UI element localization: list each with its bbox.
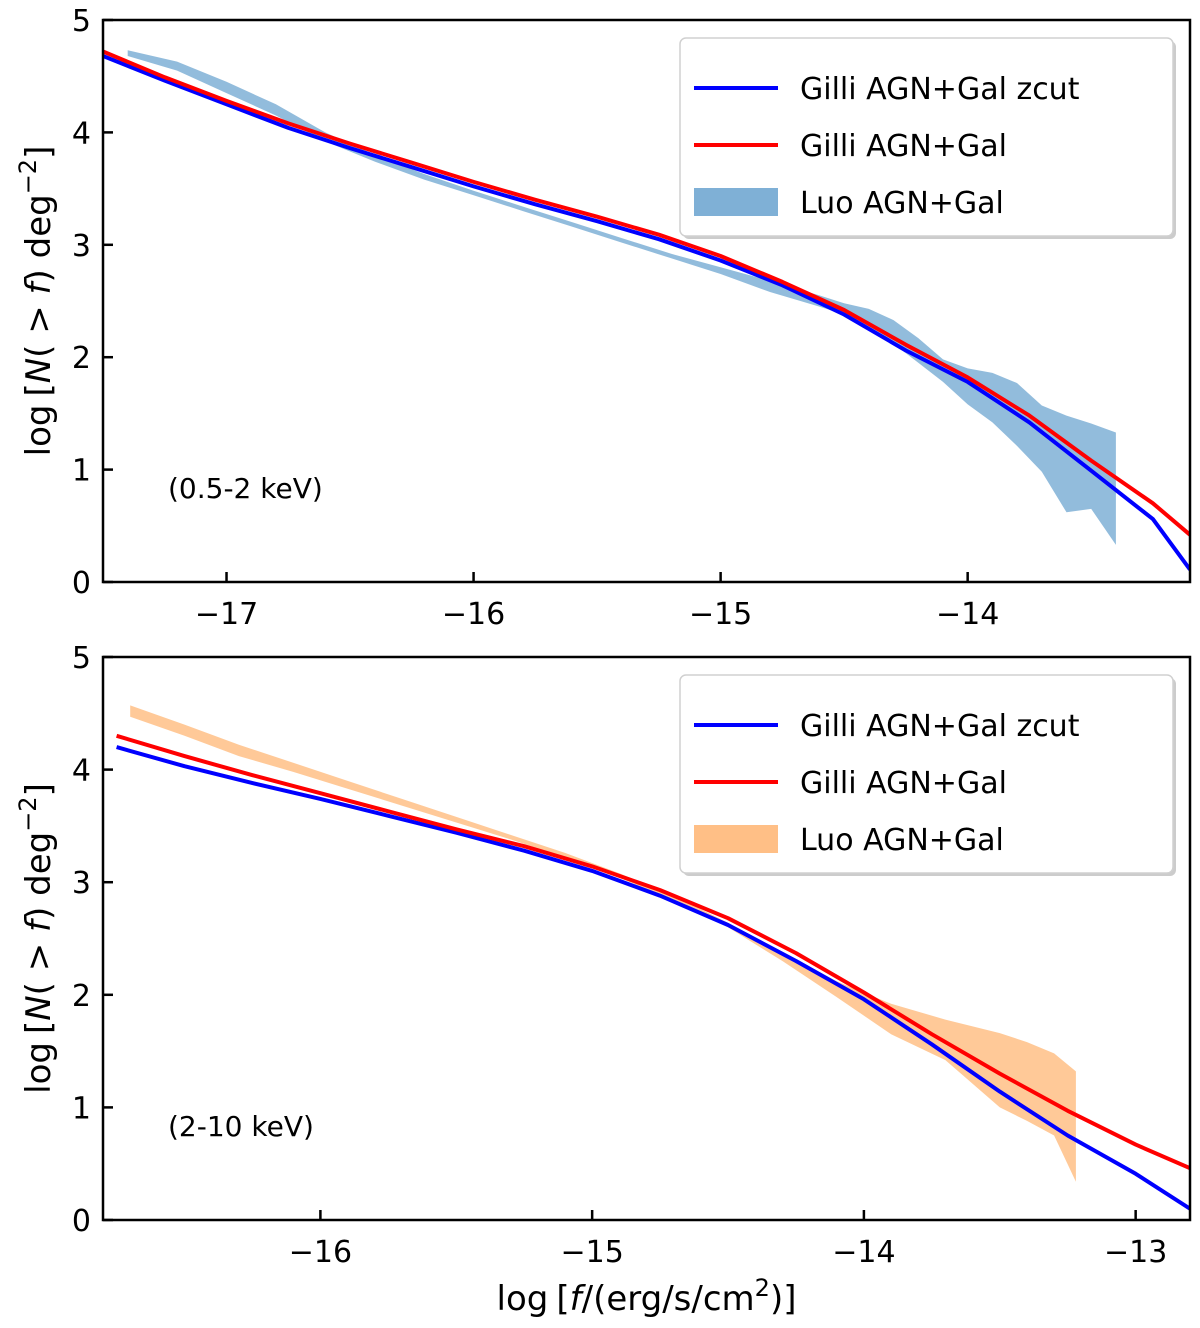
line-gilli [116, 733, 1190, 1171]
line-gilli [103, 49, 1190, 537]
legend-label: Luo AGN+Gal [800, 823, 1004, 858]
axis-title-part: ) deg [19, 194, 59, 282]
x-tick-label: −14 [936, 597, 999, 632]
axis-title-part: log [19, 405, 59, 457]
line-layer [103, 49, 1190, 571]
y-axis-title: log[N( > f) deg−2] [14, 783, 59, 1094]
legend-box [679, 37, 1174, 237]
band-annotation: (2-10 keV) [168, 1110, 314, 1143]
axis-title-part: /(erg/s/cm [582, 1279, 755, 1319]
axis-title-part: ( > [19, 294, 59, 357]
legend-label: Gilli AGN+Gal [800, 129, 1007, 164]
axis-title-part: −2 [14, 159, 42, 194]
legend-label: Gilli AGN+Gal zcut [800, 72, 1080, 107]
legend: Gilli AGN+Gal zcut Gilli AGN+Gal Luo AGN+G… [679, 674, 1176, 876]
y-tick-label: 1 [72, 1091, 91, 1126]
y-tick-label: 2 [72, 341, 91, 376]
legend: Gilli AGN+Gal zcut Gilli AGN+Gal Luo AGN+G… [679, 37, 1176, 239]
line-gilli-zcut [103, 54, 1190, 571]
axis-title-part: ( > [19, 932, 59, 995]
y-tick-label: 4 [72, 754, 91, 789]
y-tick-label: 0 [72, 1204, 91, 1239]
y-tick-label: 2 [72, 979, 91, 1014]
x-tick-label: −15 [689, 597, 752, 632]
x-tick-label: −13 [1104, 1235, 1167, 1270]
legend-label: Luo AGN+Gal [800, 186, 1004, 221]
legend-swatch [694, 188, 778, 216]
legend-label: Gilli AGN+Gal zcut [800, 709, 1080, 744]
axis-title-part: log [19, 1042, 59, 1094]
y-axis-title: log[N( > f) deg−2] [14, 146, 59, 457]
axis-title-part: [ [19, 1021, 59, 1034]
x-tick-label: −15 [560, 1235, 623, 1270]
x-axis-title: log [f/(erg/s/cm2)] [497, 1274, 797, 1319]
axis-title-part: ) deg [19, 832, 59, 920]
axis-title-part: [ [556, 1279, 569, 1319]
y-tick-label: 4 [72, 116, 91, 151]
axis-title-part: 2 [755, 1274, 770, 1302]
x-tick-label: −16 [289, 1235, 352, 1270]
y-tick-label: 3 [72, 866, 91, 901]
tick-layer: −16 −15 −14 −13 0 1 2 3 4 5 [72, 641, 1167, 1270]
legend-label: Gilli AGN+Gal [800, 766, 1007, 801]
axis-title-part: )] [770, 1279, 797, 1319]
axis-title-part: N [19, 995, 59, 1020]
x-tick-label: −17 [195, 597, 258, 632]
axis-title-part: [ [19, 383, 59, 396]
x-tick-label: −14 [832, 1235, 895, 1270]
plot-frame [101, 18, 1192, 584]
y-tick-label: 5 [72, 4, 91, 39]
band-annotation: (0.5-2 keV) [168, 472, 323, 505]
axis-title-part: ] [19, 146, 59, 159]
y-tick-label: 3 [72, 229, 91, 264]
tick-layer: −17 −16 −15 −14 0 1 2 3 4 5 [72, 4, 999, 632]
y-tick-label: 0 [72, 566, 91, 601]
y-tick-label: 1 [72, 454, 91, 489]
legend-swatch [694, 825, 778, 853]
line-layer [116, 733, 1190, 1211]
axis-title-part: −2 [14, 796, 42, 831]
plot-frame [101, 655, 1192, 1222]
axis-title-part: log [497, 1279, 549, 1319]
axis-title-part: N [19, 358, 59, 383]
y-tick-label: 5 [72, 641, 91, 676]
legend-box [679, 674, 1174, 874]
x-tick-label: −16 [442, 597, 505, 632]
line-gilli-zcut [116, 745, 1190, 1211]
axis-title-part: ] [19, 783, 59, 796]
